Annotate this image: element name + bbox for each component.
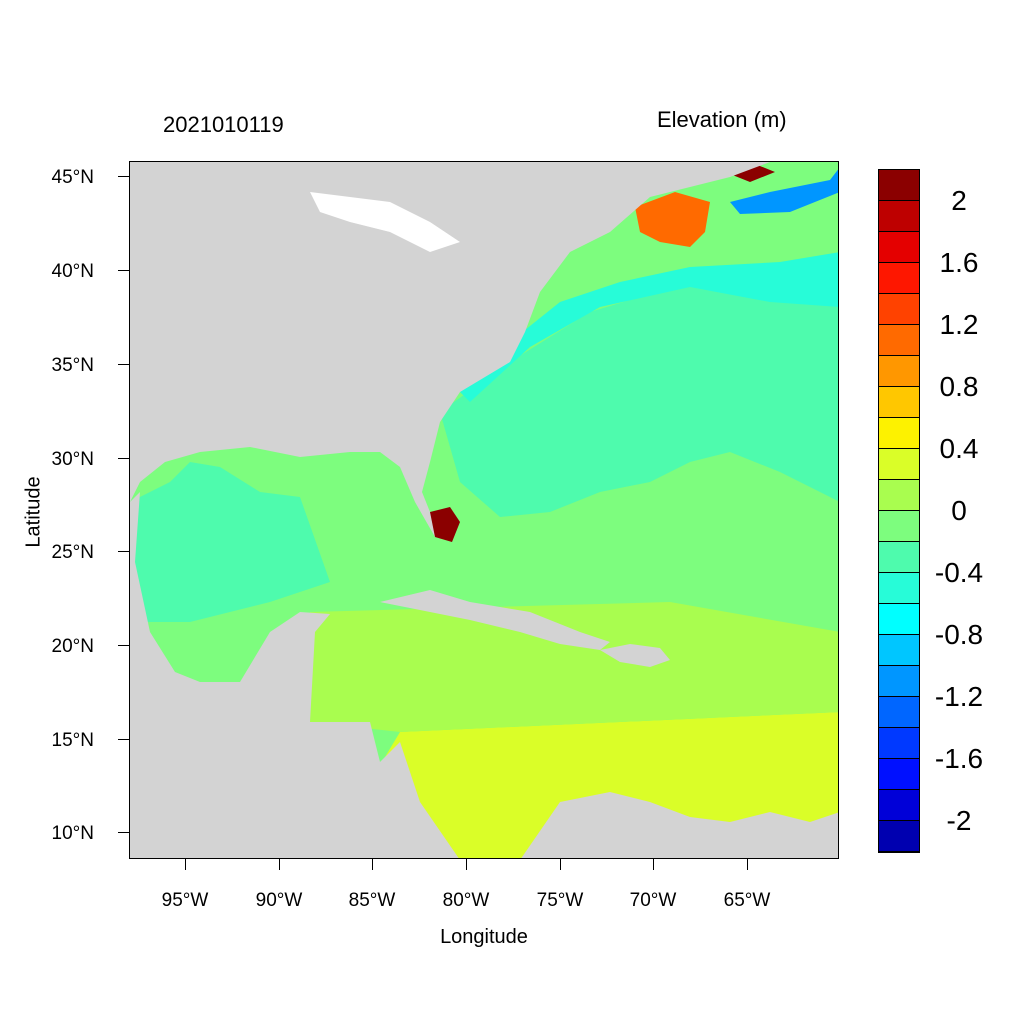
colorbar-label: -2 bbox=[946, 805, 972, 836]
y-tick-25 bbox=[118, 551, 129, 552]
x-tick-label: 90°W bbox=[255, 890, 303, 911]
x-tick-label: 80°W bbox=[442, 890, 490, 911]
colorbar-segment bbox=[879, 480, 919, 511]
x-tick-65 bbox=[747, 859, 748, 870]
colorbar-segment bbox=[879, 263, 919, 294]
bay-of-fundy-field bbox=[725, 164, 775, 182]
colorbar-segment bbox=[879, 542, 919, 573]
colorbar-segment bbox=[879, 728, 919, 759]
x-tick-95 bbox=[185, 859, 186, 870]
x-tick-70 bbox=[653, 859, 654, 870]
colorbar-label: 2 bbox=[951, 185, 967, 216]
colorbar-segment bbox=[879, 294, 919, 325]
y-tick-40 bbox=[118, 270, 129, 271]
x-tick-label: 85°W bbox=[348, 890, 396, 911]
variable-label: Elevation (m) bbox=[657, 107, 787, 132]
colorbar-label: 0.4 bbox=[939, 433, 979, 464]
colorbar-segment bbox=[879, 604, 919, 635]
date-time-label: 2021010119 bbox=[163, 112, 284, 137]
colorbar-segment bbox=[879, 511, 919, 542]
y-tick-label: 35°N bbox=[51, 355, 94, 376]
y-tick-45 bbox=[118, 176, 129, 177]
map-panel bbox=[129, 161, 839, 859]
elevation-map bbox=[130, 162, 838, 858]
north-america-land bbox=[130, 162, 770, 537]
y-tick-label: 25°N bbox=[51, 542, 94, 563]
colorbar-segment bbox=[879, 356, 919, 387]
hispaniola-land bbox=[600, 644, 670, 667]
x-tick-85 bbox=[372, 859, 373, 870]
western-gulf-field bbox=[130, 462, 330, 622]
y-tick-30 bbox=[118, 458, 129, 459]
cuba-land bbox=[380, 590, 610, 650]
y-tick-label: 45°N bbox=[51, 167, 94, 188]
mexico-central-america-land bbox=[130, 492, 459, 858]
colorbar-label: 1.2 bbox=[939, 309, 979, 340]
colorbar-segment bbox=[879, 170, 919, 201]
x-tick-label: 65°W bbox=[723, 890, 771, 911]
colorbar-label: 0 bbox=[951, 495, 967, 526]
colorbar-segment bbox=[879, 635, 919, 666]
x-tick-75 bbox=[560, 859, 561, 870]
y-axis-title: Latitude bbox=[22, 476, 45, 548]
gulf-of-maine-field bbox=[635, 192, 710, 247]
x-tick-label: 95°W bbox=[161, 890, 209, 911]
x-tick-label: 70°W bbox=[629, 890, 677, 911]
y-tick-20 bbox=[118, 645, 129, 646]
colorbar-label: -1.6 bbox=[934, 743, 984, 774]
colorbar-label: 0.8 bbox=[939, 371, 979, 402]
colorbar-segment bbox=[879, 573, 919, 604]
colorbar-segment bbox=[879, 325, 919, 356]
colorbar-label: -0.8 bbox=[934, 619, 984, 650]
x-tick-80 bbox=[466, 859, 467, 870]
x-tick-90 bbox=[279, 859, 280, 870]
y-tick-label: 30°N bbox=[51, 449, 94, 470]
colorbar-segment bbox=[879, 790, 919, 821]
colorbar-segment bbox=[879, 449, 919, 480]
x-axis-title: Longitude bbox=[440, 926, 528, 948]
colorbar-label: -1.2 bbox=[934, 681, 984, 712]
south-america-land bbox=[521, 792, 838, 858]
y-tick-label: 20°N bbox=[51, 636, 94, 657]
colorbar-segment bbox=[879, 232, 919, 263]
northeast-shelf-field bbox=[460, 252, 838, 402]
colorbar bbox=[878, 169, 920, 853]
colorbar-segment bbox=[879, 821, 919, 852]
colorbar-label: 1.6 bbox=[939, 247, 979, 278]
y-tick-35 bbox=[118, 364, 129, 365]
y-tick-label: 10°N bbox=[51, 823, 94, 844]
atlantic-field bbox=[440, 272, 838, 517]
colorbar-segment bbox=[879, 666, 919, 697]
colorbar-segment bbox=[879, 418, 919, 449]
x-tick-label: 75°W bbox=[536, 890, 584, 911]
great-lakes bbox=[310, 192, 460, 252]
y-tick-15 bbox=[118, 739, 129, 740]
colorbar-segment bbox=[879, 697, 919, 728]
colorbar-label: -0.4 bbox=[934, 557, 984, 588]
florida-surge-field bbox=[430, 507, 460, 542]
caribbean-north-field bbox=[310, 602, 838, 732]
y-tick-label: 40°N bbox=[51, 261, 94, 282]
colorbar-segment bbox=[879, 387, 919, 418]
colorbar-segment bbox=[879, 201, 919, 232]
scotian-shelf-field bbox=[730, 169, 838, 214]
y-tick-10 bbox=[118, 832, 129, 833]
colorbar-segment bbox=[879, 759, 919, 790]
y-tick-label: 15°N bbox=[51, 730, 94, 751]
